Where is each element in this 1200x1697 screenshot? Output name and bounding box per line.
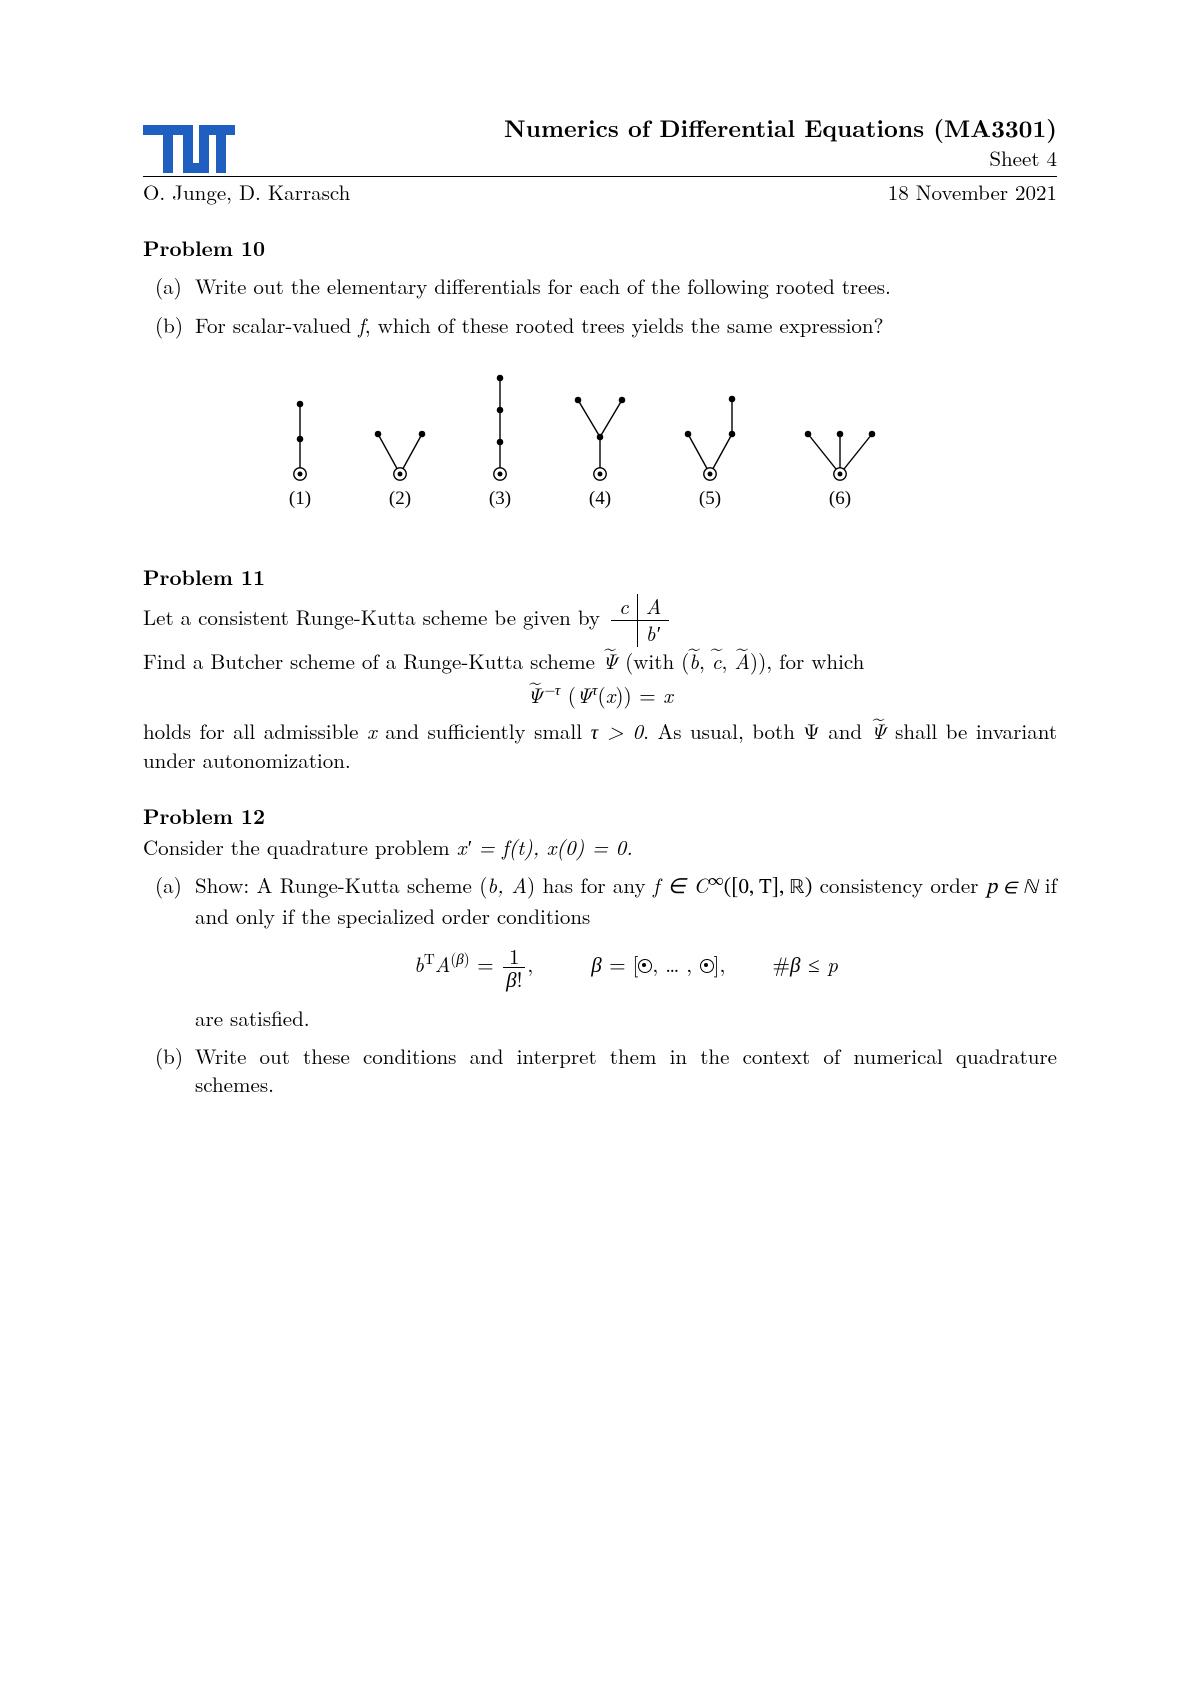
sheet-number: Sheet 4 <box>235 144 1057 172</box>
problem-12-list: (a) Show: A Runge-Kutta scheme (b, A) ha… <box>143 871 1057 1099</box>
svg-text:(5): (5) <box>699 488 721 509</box>
svg-text:(3): (3) <box>489 488 511 509</box>
header-title-block: Numerics of Differential Equations (MA33… <box>235 112 1057 173</box>
p11-line2: Find a Butcher scheme of a Runge-Kutta s… <box>143 647 1057 675</box>
svg-text:(6): (6) <box>829 488 851 509</box>
p10-a: (a) Write out the elementary differentia… <box>143 272 1057 300</box>
root-node-icon <box>638 959 652 973</box>
p10-b-prefix: For scalar-valued <box>195 310 358 340</box>
date: 18 November 2021 <box>888 178 1057 206</box>
tableau-b: b′ <box>637 620 669 647</box>
p12-a: (a) Show: A Runge-Kutta scheme (b, A) ha… <box>143 871 1057 1032</box>
item-label: (a) <box>155 871 182 899</box>
p10-b-suffix: , which of these rooted trees yields the… <box>365 310 884 340</box>
svg-text:(2): (2) <box>389 488 411 509</box>
rooted-trees-figure: (1) (2) (3) (4) (5) (6) <box>143 359 1057 535</box>
course-title: Numerics of Differential Equations (MA33… <box>235 112 1057 144</box>
page: Numerics of Differential Equations (MA33… <box>0 0 1200 1697</box>
p10-b: (b) For scalar-valued f, which of these … <box>143 311 1057 339</box>
trees-svg: (1) (2) (3) (4) (5) (6) <box>250 359 950 529</box>
p10-a-text: Write out the elementary differentials f… <box>195 271 891 301</box>
root-node-icon <box>700 959 714 973</box>
item-label: (a) <box>155 272 182 300</box>
item-label: (b) <box>155 311 183 339</box>
item-label: (b) <box>155 1042 183 1070</box>
p11-tail: holds for all admissible x and sufficien… <box>143 717 1057 774</box>
svg-text:(1): (1) <box>289 488 311 509</box>
p11-intro-text: Let a consistent Runge-Kutta scheme be g… <box>143 602 607 632</box>
problem-10-title: Problem 10 <box>143 234 1057 262</box>
p11-intro: Let a consistent Runge-Kutta scheme be g… <box>143 594 1057 647</box>
tableau-c: c <box>611 594 637 621</box>
p12-b: (b) Write out these conditions and inter… <box>143 1042 1057 1099</box>
psi-tilde: Ψ <box>602 647 618 675</box>
tableau-A: A <box>637 594 669 621</box>
butcher-tableau: c A b′ <box>611 594 669 647</box>
p11-center-eq: Ψ−τ (Ψτ(x)) = x <box>143 681 1057 709</box>
problem-10-list: (a) Write out the elementary differentia… <box>143 272 1057 339</box>
problem-12-title: Problem 12 <box>143 802 1057 830</box>
p12-order-conditions: bTA(β) = 1β!, β = [, … , ], #β ≤ p <box>195 945 1057 990</box>
svg-text:(4): (4) <box>589 488 611 509</box>
subheader: O. Junge, D. Karrasch 18 November 2021 <box>143 178 1057 206</box>
authors: O. Junge, D. Karrasch <box>143 178 350 206</box>
problem-11-title: Problem 11 <box>143 563 1057 591</box>
header: Numerics of Differential Equations (MA33… <box>143 112 1057 173</box>
p12-intro: Consider the quadrature problem x′ = f(t… <box>143 833 1057 861</box>
tum-logo <box>143 125 235 173</box>
